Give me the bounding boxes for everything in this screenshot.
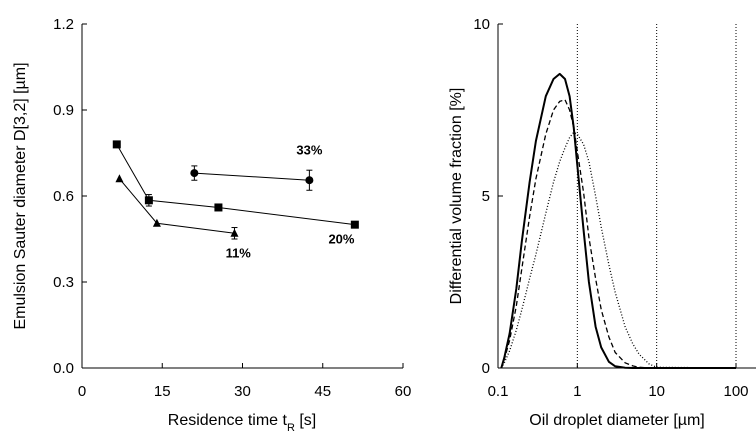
distribution-curve-dotted — [500, 131, 737, 369]
data-point-square — [350, 220, 359, 229]
left-x-tick-label: 45 — [314, 383, 331, 400]
right-y-tick-label: 0 — [482, 360, 490, 377]
left-x-axis-label-main: Residence time t — [168, 412, 288, 429]
left-y-tick-label: 1.2 — [53, 16, 74, 33]
right-x-tick-label: 1 — [573, 383, 581, 400]
right-series — [500, 72, 737, 369]
left-x-tick-label: 0 — [78, 383, 86, 400]
left-y-tick-label: 0.0 — [53, 360, 74, 377]
right-y-tick-label: 5 — [482, 188, 490, 205]
distribution-curve-solid — [500, 72, 736, 369]
left-y-axis-label: Emulsion Sauter diameter D[3,2] [µm] — [12, 62, 29, 329]
left-x-axis-label-unit: [s] — [295, 412, 316, 429]
left-x-tick-label: 30 — [234, 383, 251, 400]
left-y-tick-label: 0.6 — [53, 188, 74, 205]
data-point-triangle — [115, 174, 124, 183]
data-point-square — [112, 140, 121, 149]
series-line-20pct — [116, 144, 355, 226]
left-x-tick-label: 15 — [154, 383, 171, 400]
data-point-square — [144, 196, 153, 205]
right-x-tick-label: 10 — [648, 383, 665, 400]
right-x-tick-label: 100 — [723, 383, 748, 400]
series-label-33pct: 33% — [296, 142, 322, 157]
left-x-tick-label: 60 — [395, 383, 412, 400]
right-x-axis-label: Oil droplet diameter [µm] — [529, 412, 705, 429]
series-line-33pct — [194, 172, 310, 181]
right-x-tick-label: 0.1 — [488, 383, 509, 400]
data-point-triangle — [230, 228, 239, 237]
data-point-square — [214, 203, 223, 212]
data-point-circle — [305, 176, 314, 185]
left-y-tick-label: 0.9 — [53, 102, 74, 119]
left-chart: 0.0 0.3 0.6 0.9 1.2 0 15 30 45 60 33% 20% 11% Emul… — [12, 16, 411, 434]
left-y-ticks: 0.0 0.3 0.6 0.9 1.2 — [53, 16, 87, 377]
right-chart: 0 5 10 0.1 1 10 100 Differential volume fract… — [448, 16, 756, 429]
left-series-labels: 33% 20% 11% — [226, 142, 355, 260]
left-y-tick-label: 0.3 — [53, 274, 74, 291]
data-point-triangle — [152, 218, 161, 227]
data-point-circle — [190, 169, 199, 178]
series-label-11pct: 11% — [226, 246, 252, 261]
right-vertical-gridlines — [576, 24, 737, 368]
left-series — [112, 140, 359, 240]
series-label-20pct: 20% — [328, 231, 354, 246]
left-x-ticks: 0 15 30 45 60 — [78, 363, 412, 400]
right-y-ticks: 0 5 10 — [473, 16, 503, 377]
right-y-tick-label: 10 — [473, 16, 490, 33]
right-y-axis-label: Differential volume fraction [%] — [448, 88, 465, 305]
distribution-curve-dashed — [500, 99, 736, 369]
left-x-axis-label: Residence time tR [s] — [168, 412, 316, 434]
left-x-axis-label-subscript: R — [287, 422, 295, 434]
right-x-ticks: 0.1 1 10 100 — [488, 363, 749, 400]
